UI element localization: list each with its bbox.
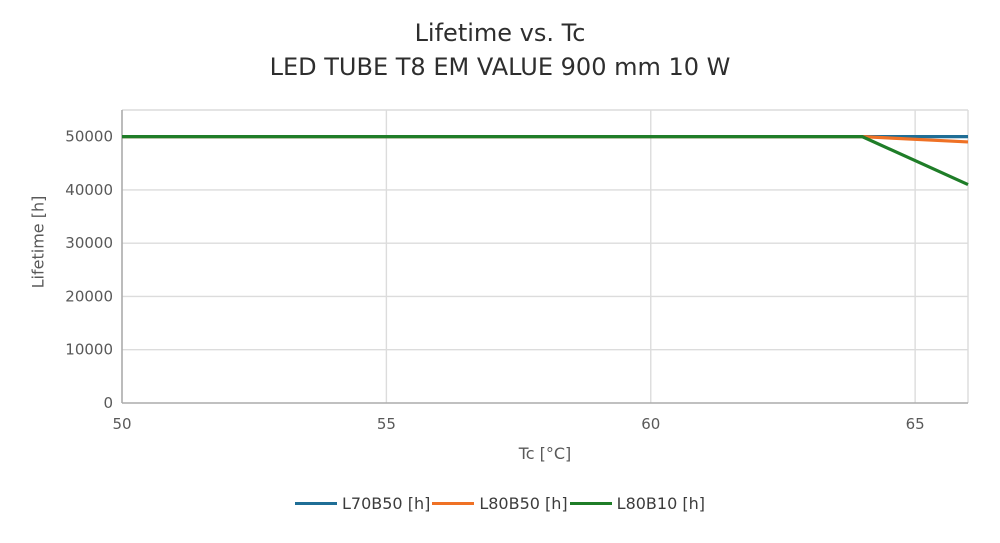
legend-swatch-l70b50-h	[295, 501, 337, 506]
x-tick-label: 50	[112, 415, 131, 433]
legend-item-l80b10-h: L80B10 [h]	[569, 494, 705, 513]
legend-swatch-l80b10-h	[569, 501, 612, 506]
x-axis-label: Tc [°C]	[518, 444, 572, 463]
x-tick-label: 55	[377, 415, 396, 433]
x-tick-label: 65	[906, 415, 925, 433]
y-tick-label: 20000	[65, 287, 113, 305]
legend-item-l70b50-h: L70B50 [h]	[295, 494, 430, 513]
chart-title: Lifetime vs. Tc	[414, 19, 586, 47]
y-tick-label: 30000	[65, 234, 113, 252]
chart-title-block: Lifetime vs. Tc LED TUBE T8 EM VALUE 900…	[0, 16, 1000, 84]
legend-item-l80b50-h: L80B50 [h]	[432, 494, 568, 513]
legend-label-l80b50-h: L80B50 [h]	[479, 494, 568, 513]
legend: L70B50 [h] L80B50 [h] L80B10 [h]	[0, 494, 1000, 513]
y-tick-label: 40000	[65, 181, 113, 199]
legend-swatch-l80b50-h	[432, 501, 475, 506]
series-line-l80b10-h	[122, 135, 969, 187]
legend-label-l80b10-h: L80B10 [h]	[616, 494, 705, 513]
chart-subtitle: LED TUBE T8 EM VALUE 900 mm 10 W	[269, 53, 731, 81]
y-axis-label: Lifetime [h]	[28, 195, 48, 289]
legend-label-l70b50-h: L70B50 [h]	[342, 494, 431, 513]
y-tick-label: 10000	[65, 341, 113, 359]
y-tick-label: 50000	[65, 128, 113, 146]
y-tick-label: 0	[103, 394, 113, 412]
x-tick-label: 60	[641, 415, 660, 433]
